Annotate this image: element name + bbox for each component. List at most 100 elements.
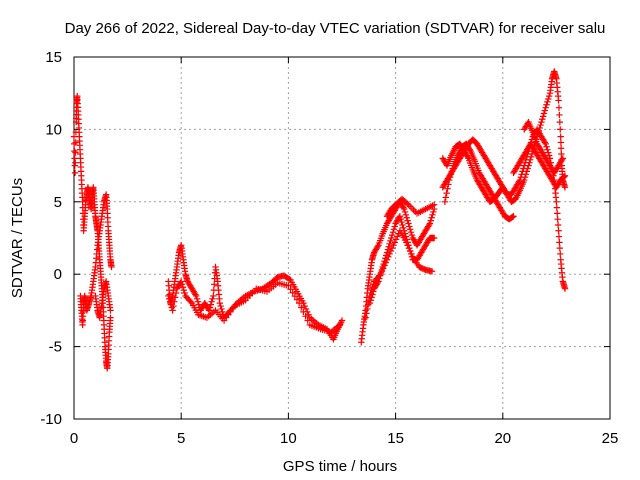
data-point-marker bbox=[553, 198, 560, 205]
series-s9 bbox=[383, 195, 438, 220]
data-point-marker bbox=[390, 242, 397, 249]
data-point-marker bbox=[396, 213, 404, 220]
data-point-marker bbox=[521, 162, 528, 169]
data-point-marker bbox=[430, 234, 438, 242]
data-point-marker bbox=[556, 118, 564, 126]
series-s2 bbox=[77, 191, 115, 329]
data-point-marker bbox=[544, 146, 551, 153]
x-axis-label: GPS time / hours bbox=[283, 458, 397, 475]
data-point-marker bbox=[211, 281, 218, 288]
data-point-marker bbox=[556, 244, 564, 252]
data-point-marker bbox=[554, 221, 562, 229]
ticks: 0 5 10 15 20 25 -10 -5 0 5 10 15 bbox=[40, 49, 618, 447]
data-point-marker bbox=[388, 231, 396, 239]
data-point-marker bbox=[295, 299, 303, 307]
data-point-marker bbox=[519, 168, 526, 175]
series-s13 bbox=[510, 140, 569, 191]
data-point-marker bbox=[376, 272, 383, 279]
series-s3 bbox=[92, 278, 114, 321]
data-point-marker bbox=[368, 286, 375, 294]
data-point-marker bbox=[446, 173, 454, 181]
data-point-marker bbox=[291, 293, 299, 300]
data-point-marker bbox=[561, 172, 569, 179]
data-point-marker bbox=[71, 169, 79, 177]
data-point-marker bbox=[520, 165, 527, 172]
data-point-marker bbox=[408, 231, 416, 239]
data-point-marker bbox=[210, 292, 217, 300]
data-point-marker bbox=[539, 116, 546, 123]
data-point-marker bbox=[539, 113, 547, 120]
data-point-marker bbox=[362, 314, 369, 321]
x-tick-label: 5 bbox=[177, 430, 185, 447]
data-point-marker bbox=[178, 278, 185, 285]
data-point-marker bbox=[556, 239, 563, 246]
data-point-marker bbox=[364, 301, 372, 308]
data-point-marker bbox=[390, 226, 398, 233]
data-point-marker bbox=[400, 204, 407, 211]
data-point-marker bbox=[545, 149, 552, 156]
data-point-marker bbox=[557, 126, 564, 133]
data-point-marker bbox=[172, 289, 180, 297]
data-point-marker bbox=[555, 227, 562, 234]
data-point-marker bbox=[391, 223, 398, 230]
data-point-marker bbox=[556, 111, 563, 119]
data-point-marker bbox=[542, 104, 549, 111]
data-point-marker bbox=[404, 217, 411, 224]
data-point-marker bbox=[426, 220, 434, 227]
series-s8 bbox=[362, 227, 436, 321]
data-point-marker bbox=[389, 229, 397, 236]
data-point-marker bbox=[298, 304, 305, 311]
data-point-marker bbox=[403, 214, 410, 221]
data-point-marker bbox=[408, 250, 415, 258]
data-point-marker bbox=[444, 185, 451, 192]
data-point-marker bbox=[392, 236, 400, 243]
series-s5 bbox=[165, 278, 344, 336]
series-s6 bbox=[358, 198, 438, 346]
data-point-marker bbox=[553, 204, 561, 211]
data-point-marker bbox=[387, 247, 395, 255]
data-point-marker bbox=[448, 168, 455, 175]
data-point-marker bbox=[171, 298, 178, 305]
data-point-marker bbox=[386, 250, 393, 258]
data-point-marker bbox=[557, 133, 564, 140]
data-point-marker bbox=[180, 286, 187, 294]
data-point-marker bbox=[537, 121, 544, 129]
data-point-marker bbox=[545, 92, 553, 100]
data-point-marker bbox=[554, 215, 561, 223]
data-point-marker bbox=[445, 181, 452, 188]
data-point-marker bbox=[363, 310, 370, 317]
data-point-marker bbox=[187, 298, 194, 305]
data-point-marker bbox=[430, 201, 438, 208]
series-s10 bbox=[439, 68, 569, 205]
data-point-marker bbox=[71, 147, 78, 155]
plot-frame bbox=[73, 56, 611, 420]
data-point-marker bbox=[406, 226, 414, 233]
data-point-marker bbox=[447, 171, 455, 178]
data-point-marker bbox=[561, 184, 569, 191]
data-point-marker bbox=[405, 244, 413, 252]
data-point-marker bbox=[388, 244, 396, 252]
data-point-marker bbox=[285, 282, 292, 289]
data-point-marker bbox=[510, 213, 517, 220]
data-point-marker bbox=[193, 292, 200, 300]
data-point-marker bbox=[516, 176, 524, 184]
data-point-marker bbox=[449, 165, 456, 172]
data-point-marker bbox=[194, 298, 202, 305]
data-point-marker bbox=[385, 243, 392, 250]
data-point-marker bbox=[441, 198, 449, 205]
data-point-marker bbox=[555, 97, 562, 104]
data-point-marker bbox=[107, 314, 114, 321]
data-point-marker bbox=[378, 268, 386, 275]
data-point-marker bbox=[400, 224, 407, 232]
data-point-marker bbox=[216, 299, 223, 307]
data-point-marker bbox=[386, 240, 393, 247]
data-point-marker bbox=[425, 221, 433, 229]
data-point-marker bbox=[405, 220, 412, 227]
data-point-marker bbox=[404, 242, 411, 249]
data-point-marker bbox=[399, 221, 406, 229]
x-tick-label: 0 bbox=[70, 430, 78, 447]
data-point-marker bbox=[304, 317, 311, 324]
data-point-marker bbox=[428, 268, 436, 275]
data-point-marker bbox=[301, 302, 308, 310]
